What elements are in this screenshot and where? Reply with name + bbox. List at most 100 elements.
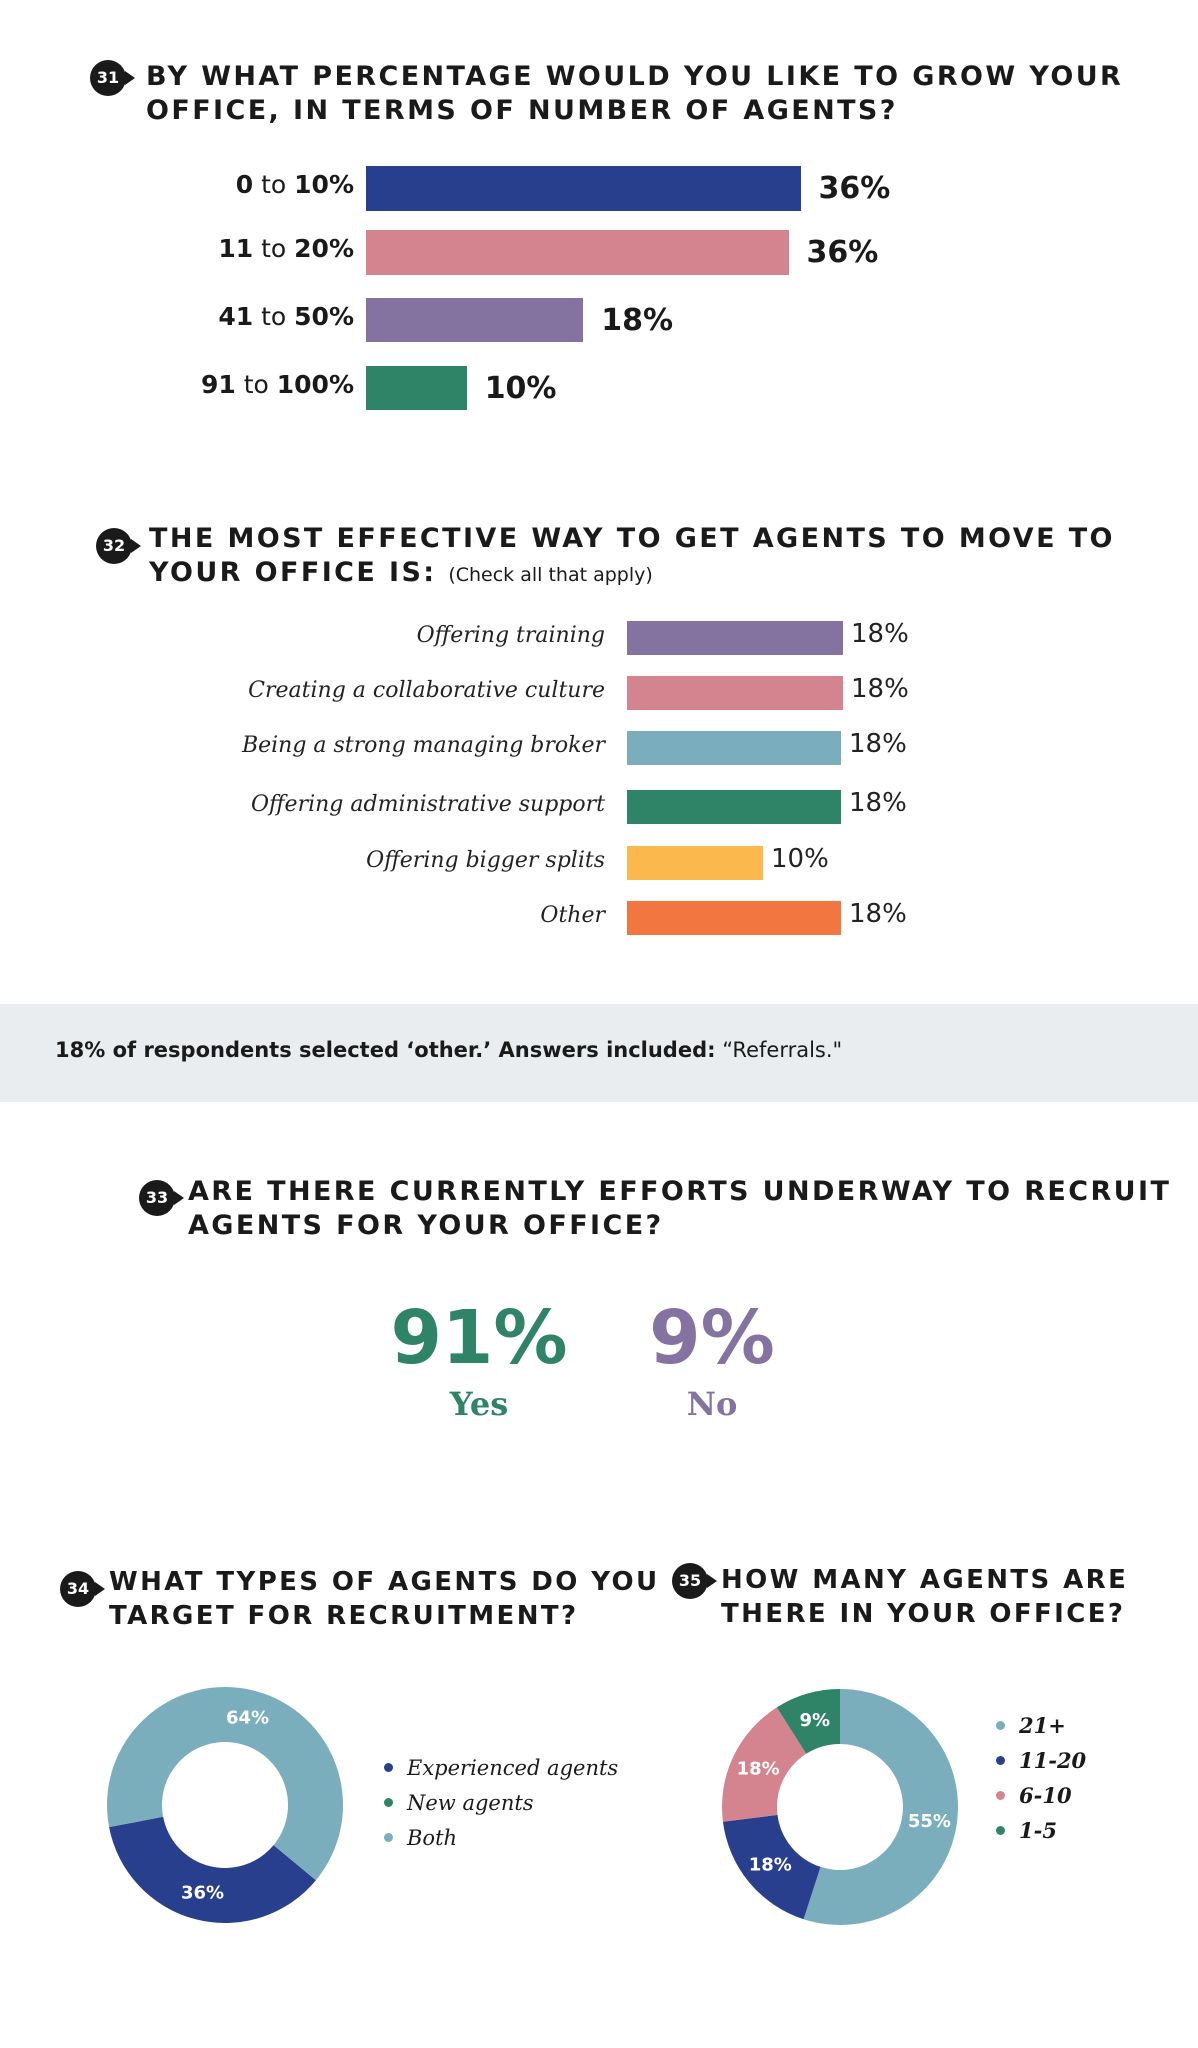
bar [366,166,801,211]
bar [627,901,841,935]
donut-value-label: 64% [226,1707,269,1728]
title-line: AGENTS FOR YOUR OFFICE? [188,1210,664,1241]
bar-category-label: 0 to 10% [94,170,354,199]
range-start: 0 [235,170,254,199]
bar-value-label: 36% [806,235,879,270]
donut-value-label: 55% [908,1811,951,1832]
bar [627,621,843,655]
question-number-badge: 32 [96,528,141,564]
legend-swatch [996,1826,1005,1835]
range-start: 91 [200,370,236,399]
legend-item: 6-10 [996,1778,1086,1813]
legend-label: Experienced agents [407,1755,619,1780]
range-joiner: to [235,370,277,399]
title-text: YOUR OFFICE IS: [149,557,437,588]
bar-category-label: 91 to 100% [94,370,354,399]
range-joiner: to [253,302,295,331]
question-title: BY WHAT PERCENTAGE WOULD YOU LIKE TO GRO… [146,60,1123,128]
bar-value-label: 18% [849,729,907,759]
range-end: 100% [276,370,354,399]
bar-category-label: Offering training [416,623,605,648]
bar-value-label: 36% [818,171,891,206]
office-size-legend: 21+ 11-20 6-10 1-5 [996,1708,1086,1848]
range-joiner: to [253,170,295,199]
title-line: WHAT TYPES OF AGENTS DO YOU [109,1567,660,1597]
question-title: THE MOST EFFECTIVE WAY TO GET AGENTS TO … [149,522,1115,592]
legend-swatch [996,1721,1005,1730]
donut-slice [109,1816,316,1923]
bar-category-label: 11 to 20% [94,234,354,263]
bar [366,366,467,410]
bar-value-label: 10% [771,844,829,874]
legend-item: New agents [384,1785,618,1820]
bar-category-label: 41 to 50% [94,302,354,331]
bar-category-label: Offering administrative support [250,792,605,817]
question-title: WHAT TYPES OF AGENTS DO YOU TARGET FOR R… [109,1565,660,1633]
range-joiner: to [253,234,295,263]
title-line: THERE IN YOUR OFFICE? [721,1599,1126,1629]
title-line: BY WHAT PERCENTAGE WOULD YOU LIKE TO GRO… [146,61,1124,92]
legend-item: Both [384,1820,618,1855]
yes-percentage: 91% [390,1295,568,1381]
donut-slice [722,1707,807,1822]
title-line: YOUR OFFICE IS: (Check all that apply) [149,556,1115,592]
donut-value-label: 18% [749,1855,792,1876]
donut-value-label: 18% [737,1758,780,1779]
bar [627,846,763,880]
bar [627,676,843,710]
other-note-bold: 18% of respondents selected ‘other.’ Ans… [55,1038,716,1062]
legend-item: 21+ [996,1708,1086,1743]
question-number-badge: 33 [139,1180,184,1216]
bar-category-label: Being a strong managing broker [241,733,605,758]
legend-label: Both [407,1825,458,1850]
bar-value-label: 18% [849,899,907,929]
donut-slice [776,1689,840,1754]
title-line: TARGET FOR RECRUITMENT? [109,1601,579,1631]
question-title: ARE THERE CURRENTLY EFFORTS UNDERWAY TO … [188,1175,1171,1243]
bar-category-label: Other [540,903,605,928]
bar-category-label: Offering bigger splits [366,848,605,873]
bar [366,298,584,342]
range-start: 41 [218,302,254,331]
question-number-badge: 34 [60,1571,105,1607]
legend-item: 11-20 [996,1743,1086,1778]
donut-slice [803,1689,958,1925]
range-end: 20% [294,234,354,263]
bar-category-label: Creating a collaborative culture [248,678,605,703]
question-note: (Check all that apply) [448,564,653,586]
legend-swatch [996,1756,1005,1765]
range-start: 11 [218,234,254,263]
legend-swatch [996,1791,1005,1800]
legend-label: 21+ [1019,1713,1066,1738]
donut-value-label: 9% [799,1710,830,1731]
office-size-donut-chart: 55% 18% 18% 9% [722,1689,958,1925]
legend-label: 6-10 [1019,1783,1072,1808]
donut-slice [107,1687,343,1881]
bar-value-label: 18% [601,303,674,338]
title-line: THE MOST EFFECTIVE WAY TO GET AGENTS TO … [149,523,1115,554]
title-line: OFFICE, IN TERMS OF NUMBER OF AGENTS? [146,95,898,126]
legend-item: 1-5 [996,1813,1086,1848]
range-end: 50% [294,302,354,331]
question-number-badge: 31 [90,60,135,96]
bar [366,230,789,275]
agent-type-donut-chart: 36% 64% [107,1687,343,1923]
title-line: HOW MANY AGENTS ARE [721,1565,1129,1595]
other-note: 18% of respondents selected ‘other.’ Ans… [55,1038,842,1062]
other-note-text: “Referrals." [722,1038,843,1062]
legend-label: New agents [407,1790,534,1815]
bar [627,790,841,824]
bar-value-label: 10% [484,371,557,406]
legend-swatch [384,1763,393,1772]
legend-swatch [384,1798,393,1807]
legend-swatch [384,1833,393,1842]
title-line: ARE THERE CURRENTLY EFFORTS UNDERWAY TO … [188,1176,1172,1207]
agent-type-legend: Experienced agents New agents Both [384,1750,618,1855]
no-label: No [686,1385,738,1423]
donut-value-label: 36% [181,1883,224,1904]
note-band [0,1004,1198,1102]
no-percentage: 9% [649,1295,775,1381]
bar-value-label: 18% [849,788,907,818]
bar-value-label: 18% [851,674,909,704]
yes-label: Yes [449,1385,509,1423]
